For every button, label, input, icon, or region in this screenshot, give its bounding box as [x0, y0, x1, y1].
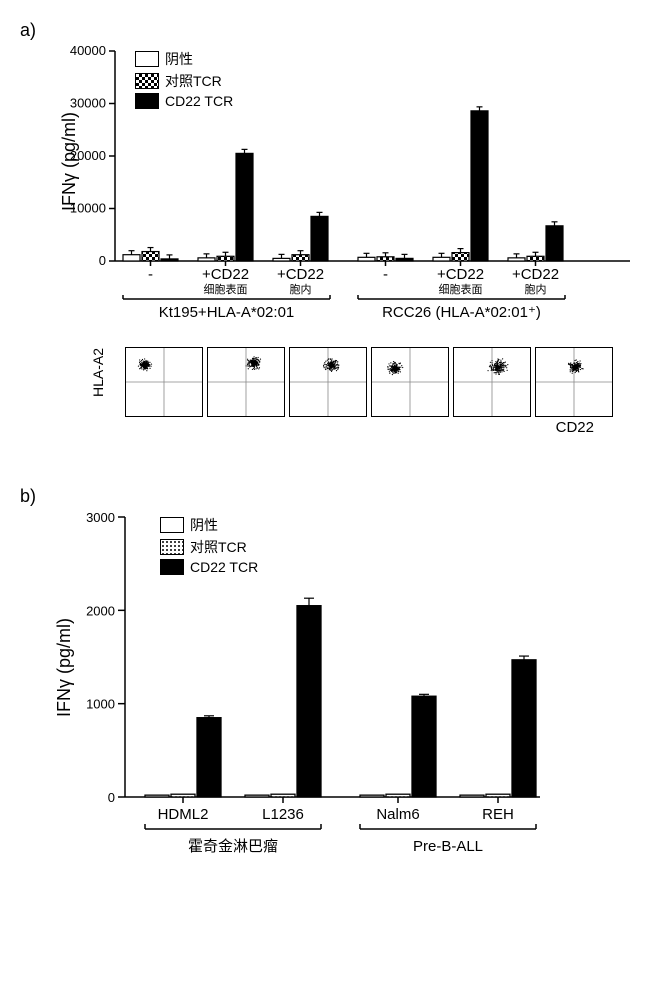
- flow-plot-1: [207, 347, 285, 417]
- svg-text:Pre-B-ALL: Pre-B-ALL: [413, 838, 483, 855]
- svg-text:细胞表面: 细胞表面: [204, 282, 248, 296]
- chart-a-ylabel: IFNγ (pg/ml): [59, 112, 80, 211]
- panel-b-label: b): [20, 486, 36, 506]
- svg-text:30000: 30000: [70, 96, 106, 111]
- legend-label-neg: 阴性: [165, 49, 193, 69]
- svg-text:3000: 3000: [86, 510, 115, 525]
- legend-b-swatch-ctrl: [160, 539, 184, 555]
- legend-swatch-ctrl: [135, 73, 159, 89]
- svg-text:细胞表面: 细胞表面: [439, 282, 483, 296]
- flow-plot-5: [535, 347, 613, 417]
- svg-text:2000: 2000: [86, 603, 115, 618]
- panel-b: b) IFNγ (pg/ml) 阴性 对照TCR CD22 TCR 0 1000 2…: [20, 486, 649, 877]
- svg-text:0: 0: [108, 790, 115, 805]
- svg-text:+CD22: +CD22: [202, 266, 249, 283]
- legend-swatch-neg: [135, 51, 159, 67]
- svg-text:RCC26 (HLA-A*02:01⁺): RCC26 (HLA-A*02:01⁺): [382, 304, 541, 321]
- svg-text:胞内: 胞内: [525, 282, 547, 296]
- svg-text:-: -: [383, 266, 388, 283]
- flow-row: HLA-A2 CD22: [20, 347, 649, 436]
- svg-text:1000: 1000: [86, 697, 115, 712]
- legend-label-cd22: CD22 TCR: [165, 93, 233, 109]
- svg-text:+CD22: +CD22: [437, 266, 484, 283]
- chart-b-svg: 0 1000 2000 3000 HDML2 L1236 Nalm6 REH 霍奇金淋巴瘤 Pre…: [50, 507, 550, 877]
- panel-a: a) IFNγ (pg/ml) 阴性 对照TCR CD22 TCR 010000…: [20, 20, 649, 436]
- svg-text:+CD22: +CD22: [277, 266, 324, 283]
- svg-text:0: 0: [99, 253, 106, 268]
- flow-ylabel: HLA-A2: [90, 348, 106, 397]
- svg-text:40000: 40000: [70, 43, 106, 58]
- flow-xlabel: CD22: [20, 419, 594, 436]
- legend-b-label-cd22: CD22 TCR: [190, 559, 258, 575]
- chart-a-legend: 阴性 对照TCR CD22 TCR: [135, 49, 233, 111]
- panel-a-label: a): [20, 20, 36, 40]
- legend-label-ctrl: 对照TCR: [165, 71, 222, 91]
- svg-text:胞内: 胞内: [290, 282, 312, 296]
- svg-text:REH: REH: [482, 806, 514, 823]
- legend-swatch-cd22: [135, 93, 159, 109]
- legend-b-swatch-neg: [160, 517, 184, 533]
- svg-text:L1236: L1236: [262, 806, 304, 823]
- svg-text:HDML2: HDML2: [158, 806, 209, 823]
- legend-b-label-neg: 阴性: [190, 515, 218, 535]
- svg-text:+CD22: +CD22: [512, 266, 559, 283]
- flow-plot-4: [453, 347, 531, 417]
- svg-text:-: -: [148, 266, 153, 283]
- svg-text:Kt195+HLA-A*02:01: Kt195+HLA-A*02:01: [159, 304, 295, 321]
- legend-b-swatch-cd22: [160, 559, 184, 575]
- chart-b-ylabel: IFNγ (pg/ml): [54, 618, 75, 717]
- flow-plot-2: [289, 347, 367, 417]
- chart-b-legend: 阴性 对照TCR CD22 TCR: [160, 515, 258, 577]
- legend-b-label-ctrl: 对照TCR: [190, 537, 247, 557]
- svg-text:Nalm6: Nalm6: [376, 806, 419, 823]
- flow-plot-0: [125, 347, 203, 417]
- flow-plot-3: [371, 347, 449, 417]
- svg-text:霍奇金淋巴瘤: 霍奇金淋巴瘤: [188, 838, 278, 855]
